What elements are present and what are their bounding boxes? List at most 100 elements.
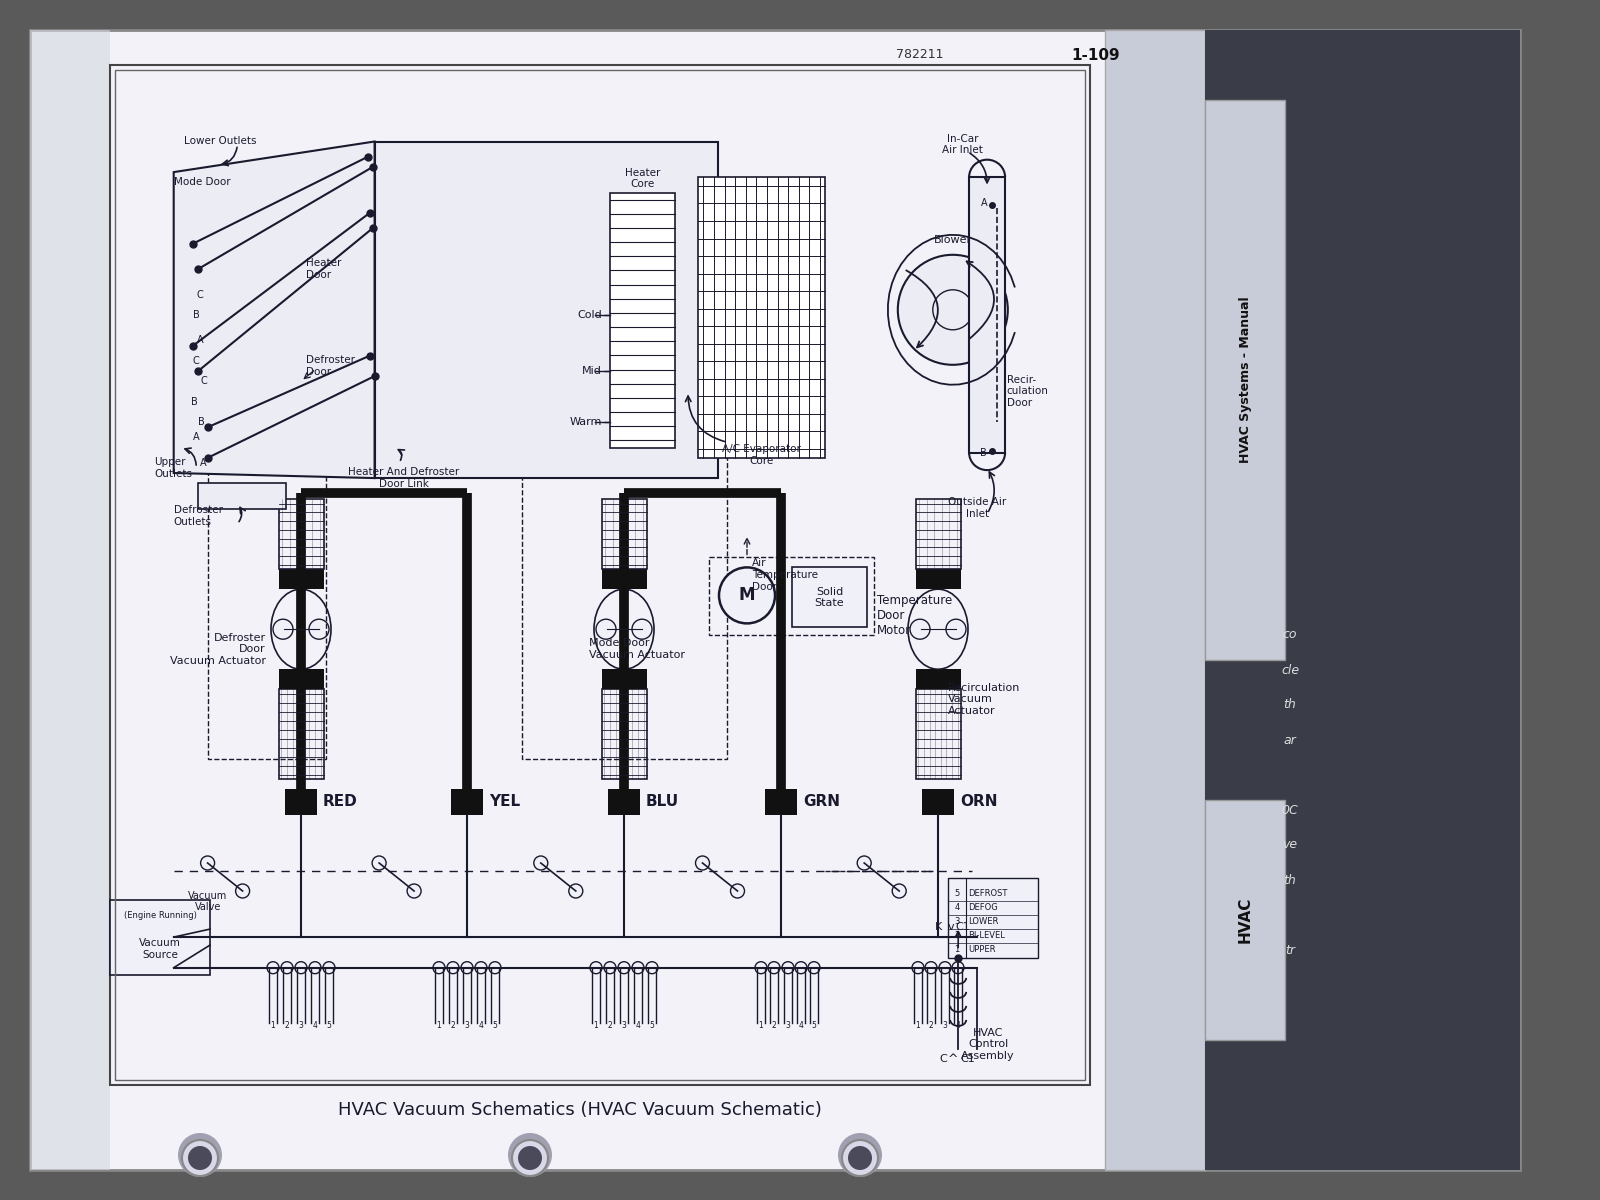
Text: ar: ar bbox=[1283, 733, 1296, 746]
Bar bbox=[115, 70, 1085, 1080]
Bar bbox=[792, 568, 867, 628]
Circle shape bbox=[718, 568, 774, 624]
Text: 2: 2 bbox=[771, 1021, 776, 1030]
Bar bbox=[915, 569, 960, 589]
Text: BI-LEVEL: BI-LEVEL bbox=[968, 931, 1005, 940]
Text: Defroster
Door: Defroster Door bbox=[306, 355, 355, 377]
Text: 2: 2 bbox=[928, 1021, 933, 1030]
Text: Cold: Cold bbox=[578, 310, 602, 320]
Text: C1: C1 bbox=[962, 1055, 976, 1064]
Circle shape bbox=[605, 961, 616, 973]
Text: 1: 1 bbox=[915, 1021, 920, 1030]
Text: BLU: BLU bbox=[646, 794, 678, 810]
Text: Vacuum
Valve: Vacuum Valve bbox=[189, 890, 227, 912]
Text: 5: 5 bbox=[493, 1021, 498, 1030]
Text: A/C Evaporator
Core: A/C Evaporator Core bbox=[722, 444, 802, 466]
Circle shape bbox=[182, 1140, 218, 1176]
Circle shape bbox=[323, 961, 334, 973]
Bar bbox=[602, 670, 646, 689]
Circle shape bbox=[842, 1140, 878, 1176]
Circle shape bbox=[858, 856, 872, 870]
Text: Air
Temperature
Door: Air Temperature Door bbox=[752, 558, 818, 592]
Text: 0C: 0C bbox=[1282, 804, 1298, 816]
Circle shape bbox=[925, 961, 938, 973]
Text: 4: 4 bbox=[478, 1021, 483, 1030]
Circle shape bbox=[838, 1133, 882, 1177]
Text: C: C bbox=[197, 289, 203, 300]
Text: 1: 1 bbox=[955, 946, 960, 954]
Bar bbox=[602, 569, 646, 589]
Circle shape bbox=[595, 619, 616, 640]
Bar bbox=[278, 569, 323, 589]
Text: Recir-
culation
Door: Recir- culation Door bbox=[1006, 374, 1048, 408]
Text: 2: 2 bbox=[451, 1021, 456, 1030]
Bar bbox=[1106, 30, 1205, 1170]
Circle shape bbox=[446, 961, 459, 973]
Circle shape bbox=[294, 961, 307, 973]
Bar bbox=[602, 499, 646, 569]
Bar bbox=[1205, 800, 1285, 1040]
Text: B: B bbox=[190, 396, 198, 407]
Circle shape bbox=[782, 961, 794, 973]
Bar bbox=[949, 877, 1038, 958]
Text: 3: 3 bbox=[299, 1021, 304, 1030]
Text: A: A bbox=[981, 198, 987, 208]
Circle shape bbox=[768, 961, 781, 973]
Text: Solid
State: Solid State bbox=[814, 587, 845, 608]
Text: Heater And Defroster
Door Link: Heater And Defroster Door Link bbox=[349, 467, 459, 488]
Text: 4: 4 bbox=[312, 1021, 317, 1030]
Circle shape bbox=[632, 619, 653, 640]
Text: 5: 5 bbox=[811, 1021, 816, 1030]
Text: 1: 1 bbox=[758, 1021, 763, 1030]
Circle shape bbox=[518, 1146, 542, 1170]
Text: 1-109: 1-109 bbox=[1072, 48, 1120, 62]
Text: Heater
Door: Heater Door bbox=[306, 258, 341, 280]
Text: Vacuum
Source: Vacuum Source bbox=[139, 938, 181, 960]
Bar bbox=[278, 499, 323, 569]
Circle shape bbox=[512, 1140, 547, 1176]
Circle shape bbox=[893, 884, 906, 898]
Circle shape bbox=[848, 1146, 872, 1170]
Polygon shape bbox=[970, 178, 1005, 452]
Circle shape bbox=[590, 961, 602, 973]
Bar bbox=[278, 670, 323, 689]
Bar bbox=[765, 790, 797, 815]
Circle shape bbox=[235, 884, 250, 898]
Circle shape bbox=[200, 856, 214, 870]
Text: 5: 5 bbox=[650, 1021, 654, 1030]
Text: C: C bbox=[939, 1055, 947, 1064]
Circle shape bbox=[189, 1146, 211, 1170]
Circle shape bbox=[309, 961, 322, 973]
Text: 4: 4 bbox=[955, 1021, 960, 1030]
Bar bbox=[915, 689, 960, 779]
Text: 5: 5 bbox=[326, 1021, 331, 1030]
Text: UPPER: UPPER bbox=[968, 946, 995, 954]
Text: HVAC
Control
Assembly: HVAC Control Assembly bbox=[962, 1027, 1014, 1061]
Bar bbox=[285, 790, 317, 815]
Bar bbox=[610, 192, 675, 448]
Text: DEFROST: DEFROST bbox=[968, 889, 1008, 898]
Circle shape bbox=[646, 961, 658, 973]
Circle shape bbox=[795, 961, 806, 973]
Text: K: K bbox=[934, 922, 942, 932]
Circle shape bbox=[912, 961, 925, 973]
Text: Recirculation
Vacuum
Actuator: Recirculation Vacuum Actuator bbox=[947, 683, 1021, 715]
Text: Warm: Warm bbox=[570, 416, 602, 427]
Bar bbox=[1205, 100, 1285, 660]
Circle shape bbox=[373, 856, 386, 870]
Bar bbox=[915, 499, 960, 569]
Circle shape bbox=[989, 199, 1005, 216]
Circle shape bbox=[274, 619, 293, 640]
Text: Heater
Core: Heater Core bbox=[624, 168, 659, 190]
Bar bbox=[110, 900, 210, 974]
Circle shape bbox=[461, 961, 474, 973]
Text: Lower Outlets: Lower Outlets bbox=[184, 137, 256, 146]
Circle shape bbox=[910, 619, 930, 640]
Polygon shape bbox=[198, 484, 286, 509]
Circle shape bbox=[755, 961, 766, 973]
Text: 3: 3 bbox=[942, 1021, 947, 1030]
Text: cle: cle bbox=[1282, 664, 1299, 677]
Bar bbox=[208, 432, 326, 758]
Text: 4: 4 bbox=[798, 1021, 803, 1030]
Text: Mode Door
Vacuum Actuator: Mode Door Vacuum Actuator bbox=[589, 638, 685, 660]
